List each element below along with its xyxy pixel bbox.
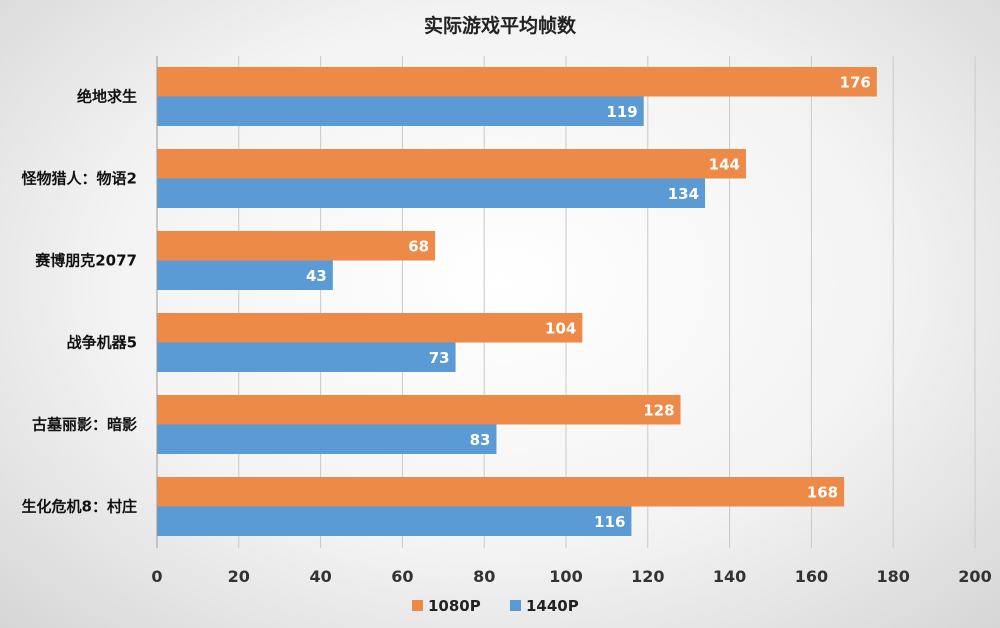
x-tick-label: 180 xyxy=(876,567,909,586)
x-tick-label: 80 xyxy=(473,567,495,586)
data-label-1440p: 116 xyxy=(594,513,625,531)
bar-1440p xyxy=(157,342,456,372)
bar-1080p xyxy=(157,149,746,179)
legend-label-1440p: 1440P xyxy=(526,597,579,615)
data-label-1440p: 119 xyxy=(606,103,637,121)
category-label: 怪物猎人：物语2 xyxy=(22,170,137,188)
x-tick-label: 20 xyxy=(228,567,250,586)
legend-swatch-1440p xyxy=(510,600,521,611)
bar-1440p xyxy=(157,178,706,208)
bar-1080p xyxy=(157,395,681,425)
bar-1080p xyxy=(157,477,845,507)
category-label: 绝地求生 xyxy=(77,88,137,106)
x-tick-label: 200 xyxy=(958,567,991,586)
legend: 1080P 1440P xyxy=(412,597,579,615)
x-axis-ticks: 0 20 40 60 80 100 120 140 160 180 200 xyxy=(151,567,991,586)
data-label-1440p: 134 xyxy=(668,185,699,203)
x-tick-label: 60 xyxy=(391,567,413,586)
x-tick-label: 120 xyxy=(631,567,664,586)
bars-group: 176 119 144 134 68 43 104 73 128 83 168 116 xyxy=(157,67,877,536)
legend-swatch-1080p xyxy=(412,600,423,611)
data-label-1080p: 144 xyxy=(709,155,740,173)
x-tick-label: 160 xyxy=(795,567,828,586)
grid-lines xyxy=(238,56,976,548)
bar-1080p xyxy=(157,231,436,261)
bar-1080p xyxy=(157,67,877,97)
data-label-1440p: 83 xyxy=(470,431,491,449)
x-tick-label: 40 xyxy=(309,567,331,586)
bar-1440p xyxy=(157,506,632,536)
x-tick-label: 100 xyxy=(549,567,582,586)
bar-1440p xyxy=(157,96,644,126)
data-label-1440p: 73 xyxy=(429,349,450,367)
category-label: 生化危机8：村庄 xyxy=(22,498,137,516)
data-label-1080p: 128 xyxy=(643,401,674,419)
bar-1440p xyxy=(157,260,333,290)
x-tick-label: 140 xyxy=(713,567,746,586)
data-label-1080p: 176 xyxy=(840,73,871,91)
x-tick-label: 0 xyxy=(151,567,162,586)
bar-1080p xyxy=(157,313,583,343)
category-label: 战争机器5 xyxy=(67,334,137,352)
chart-title: 实际游戏平均帧数 xyxy=(424,14,577,37)
data-label-1080p: 168 xyxy=(807,483,838,501)
data-label-1080p: 68 xyxy=(408,237,429,255)
data-label-1440p: 43 xyxy=(306,267,327,285)
legend-label-1080p: 1080P xyxy=(428,597,481,615)
category-label: 古墓丽影：暗影 xyxy=(32,416,137,434)
category-label: 赛博朋克2077 xyxy=(34,252,137,270)
bar-1440p xyxy=(157,424,497,454)
data-label-1080p: 104 xyxy=(545,319,576,337)
